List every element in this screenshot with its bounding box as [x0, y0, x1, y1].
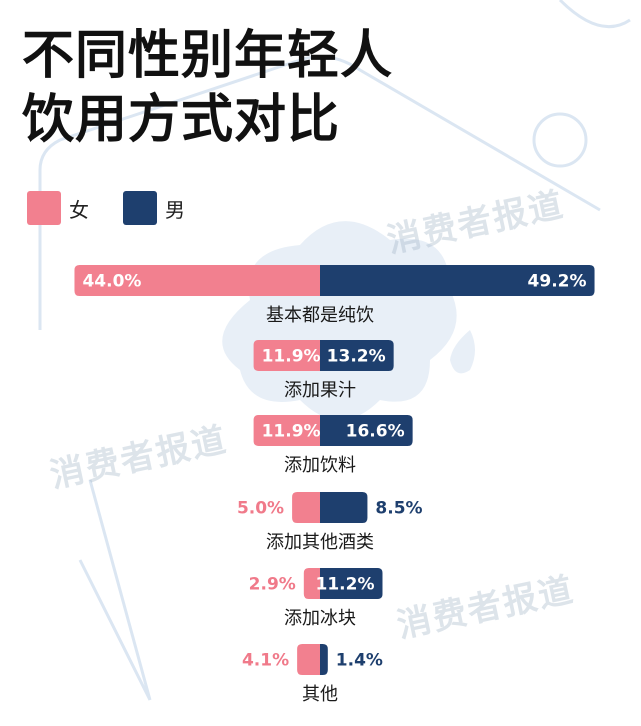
glass-outline	[78, 479, 152, 701]
legend-swatch-male	[123, 191, 157, 225]
bar-female	[297, 644, 320, 675]
data-label-female: 2.9%	[249, 575, 296, 595]
legend-swatch-female	[27, 191, 61, 225]
bottle-outline	[558, 0, 631, 29]
bar-male	[320, 492, 368, 523]
bar-male	[320, 644, 328, 675]
bar-female	[253, 340, 320, 371]
data-label-male: 16.6%	[346, 422, 405, 442]
data-label-male: 49.2%	[528, 272, 587, 292]
data-label-female: 4.1%	[242, 651, 289, 671]
bar-female	[292, 492, 320, 523]
data-label-female: 11.9%	[262, 347, 321, 367]
bar-male	[320, 265, 595, 296]
category-label: 基本都是纯饮	[266, 305, 374, 326]
bar-male	[320, 415, 413, 446]
legend-item-male: 男	[123, 191, 185, 225]
data-label-female: 44.0%	[82, 272, 141, 292]
data-label-female: 11.9%	[262, 422, 321, 442]
chart-title-line-2: 饮用方式对比	[22, 90, 341, 150]
bar-female	[303, 568, 320, 599]
legend-item-female: 女	[27, 191, 89, 225]
category-label: 添加果汁	[284, 380, 356, 401]
legend: 女 男	[27, 191, 219, 225]
bubble	[532, 112, 588, 168]
bottle-outline	[38, 55, 601, 330]
chart-title: 不同性别年轻人 饮用方式对比	[22, 24, 393, 152]
bar-female	[74, 265, 320, 296]
category-label: 添加冰块	[284, 608, 356, 629]
drop-shape	[450, 330, 475, 374]
chart-title-line-1: 不同性别年轻人	[22, 26, 394, 86]
category-label: 添加饮料	[284, 455, 356, 476]
data-label-female: 5.0%	[237, 499, 284, 519]
data-label-male: 13.2%	[327, 347, 386, 367]
bar-female	[253, 415, 320, 446]
legend-label-male: 男	[165, 197, 185, 222]
data-label-male: 8.5%	[375, 499, 422, 519]
data-label-male: 1.4%	[336, 651, 383, 671]
data-label-male: 11.2%	[316, 575, 375, 595]
category-label: 添加其他酒类	[266, 532, 374, 553]
legend-label-female: 女	[69, 197, 89, 222]
bar-male	[320, 568, 383, 599]
category-label: 其他	[302, 684, 338, 705]
bar-male	[320, 340, 394, 371]
